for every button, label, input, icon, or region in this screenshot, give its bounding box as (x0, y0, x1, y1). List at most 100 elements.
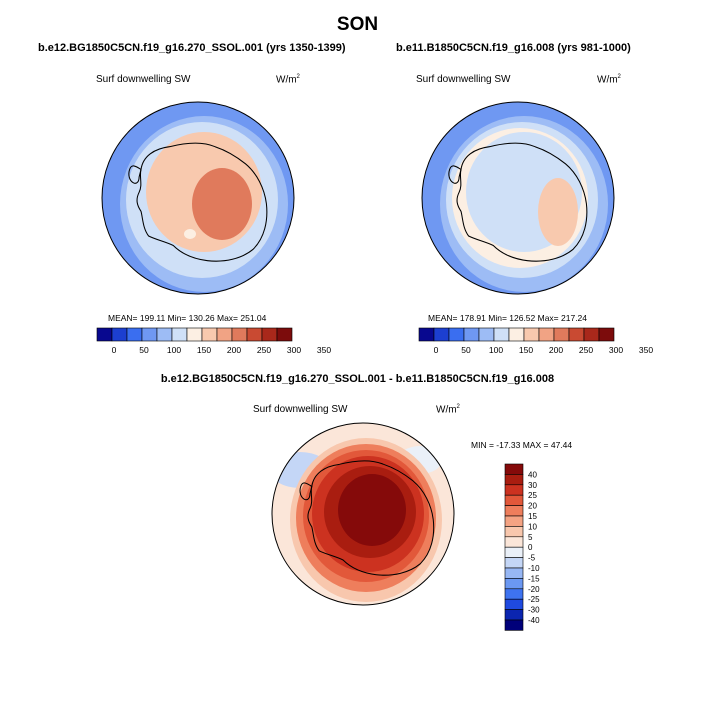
colorbar-box (504, 598, 524, 610)
colorbar-box (538, 327, 555, 342)
colorbar-tick-label: 100 (167, 345, 181, 355)
colorbar-box (504, 463, 524, 475)
colorbar-box (463, 327, 480, 342)
left-case-title: b.e12.BG1850C5CN.f19_g16.270_SSOL.001 (y… (38, 42, 346, 54)
colorbar-box (478, 327, 495, 342)
colorbar-box (598, 327, 615, 342)
colorbar-box (201, 327, 218, 342)
colorbar-tick-label: 0 (528, 543, 533, 552)
colorbar-box (156, 327, 173, 342)
colorbar-box (504, 619, 524, 631)
colorbar-tick-label: 0 (112, 345, 117, 355)
local-min-patch (184, 229, 196, 239)
colorbar-box (523, 327, 540, 342)
diff-title: b.e12.BG1850C5CN.f19_g16.270_SSOL.001 - … (160, 373, 555, 385)
colorbar-tick-label: 150 (197, 345, 211, 355)
colorbar-tick-label: 150 (519, 345, 533, 355)
left-stats: MEAN= 199.11 Min= 130.26 Max= 251.04 (108, 313, 267, 323)
east-max-band (538, 178, 578, 246)
colorbar-tick-label: 15 (528, 512, 537, 521)
colorbar-tick-label: 300 (609, 345, 623, 355)
colorbar-tick-label: 200 (227, 345, 241, 355)
left-map-border (101, 101, 295, 295)
right-case-title: b.e11.B1850C5CN.f19_g16.008 (yrs 981-100… (396, 42, 631, 54)
colorbar-tick-label: 250 (257, 345, 271, 355)
diff-map-field (272, 423, 454, 605)
diff-map-border (271, 422, 455, 606)
colorbar-box (504, 474, 524, 486)
colorbar-box (504, 505, 524, 517)
colorbar-box (433, 327, 450, 342)
colorbar-box (504, 557, 524, 569)
colorbar-box (504, 609, 524, 621)
right-stats: MEAN= 178.91 Min= 126.52 Max= 217.24 (428, 313, 588, 323)
colorbar-tick-label: -10 (528, 564, 540, 573)
colorbar-box (504, 484, 524, 496)
colorbar-box (231, 327, 248, 342)
right-map-border (421, 101, 615, 295)
colorbar-box (111, 327, 128, 342)
colorbar-box (141, 327, 158, 342)
colorbar-box (504, 578, 524, 590)
colorbar-box (261, 327, 278, 342)
diff-band-max (338, 474, 406, 546)
colorbar-tick-label: 25 (528, 491, 537, 500)
colorbar-box (171, 327, 188, 342)
season-title: SON (336, 14, 379, 35)
colorbar-box (583, 327, 600, 342)
colorbar-tick-label: -15 (528, 574, 540, 583)
right-units-label: W/m2 (597, 74, 621, 86)
colorbar-box (508, 327, 525, 342)
colorbar-box (186, 327, 203, 342)
diff-stats: MIN = -17.33 MAX = 47.44 (471, 440, 573, 450)
colorbar-tick-label: 300 (287, 345, 301, 355)
colorbar-box (96, 327, 113, 342)
colorbar-tick-label: -5 (528, 554, 536, 563)
colorbar-box (126, 327, 143, 342)
colorbar-tick-label: 350 (639, 345, 653, 355)
colorbar-tick-label: 100 (489, 345, 503, 355)
right-map-field (422, 102, 614, 294)
colorbar-box (216, 327, 233, 342)
diff-variable-label: Surf downwelling SW (253, 404, 348, 415)
colorbar-tick-label: 50 (461, 345, 471, 355)
colorbar-tick-label: 40 (528, 470, 537, 479)
colorbar-box (276, 327, 293, 342)
colorbar-tick-label: 50 (139, 345, 149, 355)
left-map (101, 101, 295, 295)
colorbar-tick-label: 30 (528, 481, 537, 490)
colorbar-box (493, 327, 510, 342)
colorbar-box (504, 515, 524, 527)
colorbar-tick-label: -20 (528, 585, 540, 594)
colorbar-box (504, 494, 524, 506)
colorbar-tick-label: 250 (579, 345, 593, 355)
colorbar-tick-label: 0 (434, 345, 439, 355)
diff-map (271, 422, 455, 606)
colorbar-box (418, 327, 435, 342)
right-colorbar: 0 50 100 150 200 250 300 350 (418, 327, 653, 355)
diff-units-label: W/m2 (436, 404, 460, 416)
colorbar-box (504, 588, 524, 600)
interior-max-band (192, 168, 252, 240)
colorbar-tick-label: 20 (528, 502, 537, 511)
colorbar-box (568, 327, 585, 342)
colorbar-tick-label: 350 (317, 345, 331, 355)
left-map-field (102, 102, 294, 294)
colorbar-box (504, 546, 524, 558)
colorbar-box (504, 567, 524, 579)
colorbar-box (504, 526, 524, 538)
right-map (421, 101, 615, 295)
colorbar-tick-label: -25 (528, 595, 540, 604)
plateau-low-band (480, 174, 524, 226)
colorbar-box (448, 327, 465, 342)
left-colorbar: 0 50 100 150 200 250 300 350 (96, 327, 331, 355)
colorbar-tick-label: 5 (528, 533, 533, 542)
colorbar-box (246, 327, 263, 342)
colorbar-tick-label: -30 (528, 606, 540, 615)
left-units-label: W/m2 (276, 74, 300, 86)
colorbar-tick-label: 10 (528, 522, 537, 531)
left-variable-label: Surf downwelling SW (96, 74, 191, 85)
colorbar-box (504, 536, 524, 548)
